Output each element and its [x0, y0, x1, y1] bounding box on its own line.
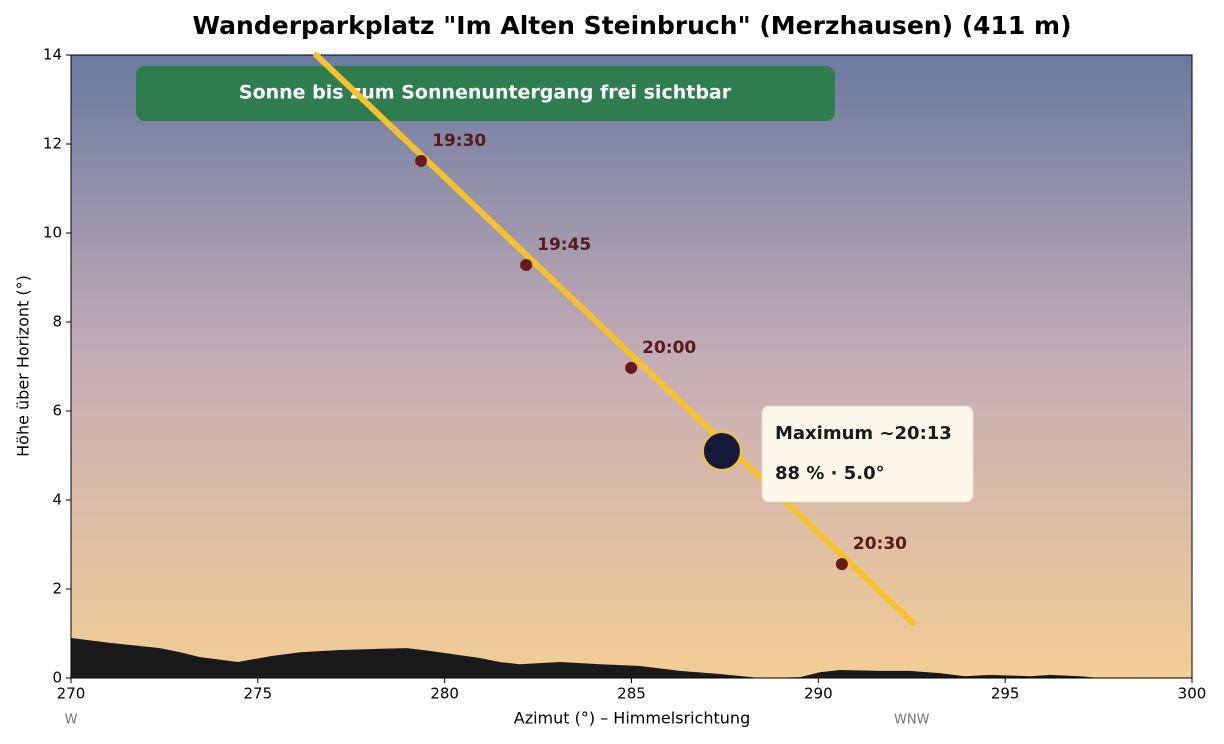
banner-box [136, 66, 835, 121]
y-tick-label: 10 [43, 224, 62, 242]
horizon-profile [71, 637, 1192, 678]
sun-maximum [703, 433, 740, 470]
x-tick-label: 295 [991, 685, 1020, 703]
time-point [625, 361, 638, 374]
annotation-detail: 88 % · 5.0° [775, 463, 885, 484]
x-tick-label: 290 [804, 685, 833, 703]
y-tick-label: 2 [52, 580, 62, 598]
time-point [415, 154, 428, 167]
chart-title: Wanderparkplatz "Im Alten Steinbruch" (M… [192, 11, 1071, 40]
y-tick-label: 8 [52, 313, 62, 331]
time-label: 19:45 [537, 235, 591, 255]
x-tick-label: 270 [57, 685, 86, 703]
annotation-title: Maximum ~20:13 [775, 423, 952, 444]
y-tick-label: 4 [52, 491, 62, 509]
banner-text: Sonne bis zum Sonnenuntergang frei sicht… [239, 82, 732, 104]
y-axis-label: Höhe über Horizont (°) [14, 275, 33, 457]
y-tick-label: 6 [52, 402, 62, 420]
x-axis-label: Azimut (°) – Himmelsrichtung [514, 709, 750, 728]
y-tick-label: 12 [43, 135, 62, 153]
time-label: 19:30 [432, 131, 486, 151]
y-tick-label: 14 [43, 46, 62, 64]
annotation-box [761, 405, 974, 503]
y-tick-label: 0 [52, 669, 62, 687]
time-label: 20:00 [642, 338, 696, 358]
time-label: 20:30 [853, 534, 907, 554]
compass-label: W [65, 713, 78, 728]
time-point [520, 259, 533, 272]
sun-path [313, 52, 916, 626]
x-tick-label: 300 [1178, 685, 1207, 703]
x-tick-label: 275 [244, 685, 273, 703]
time-point [835, 558, 848, 571]
x-tick-label: 280 [430, 685, 459, 703]
compass-label: WNW [894, 713, 930, 728]
x-tick-label: 285 [617, 685, 646, 703]
